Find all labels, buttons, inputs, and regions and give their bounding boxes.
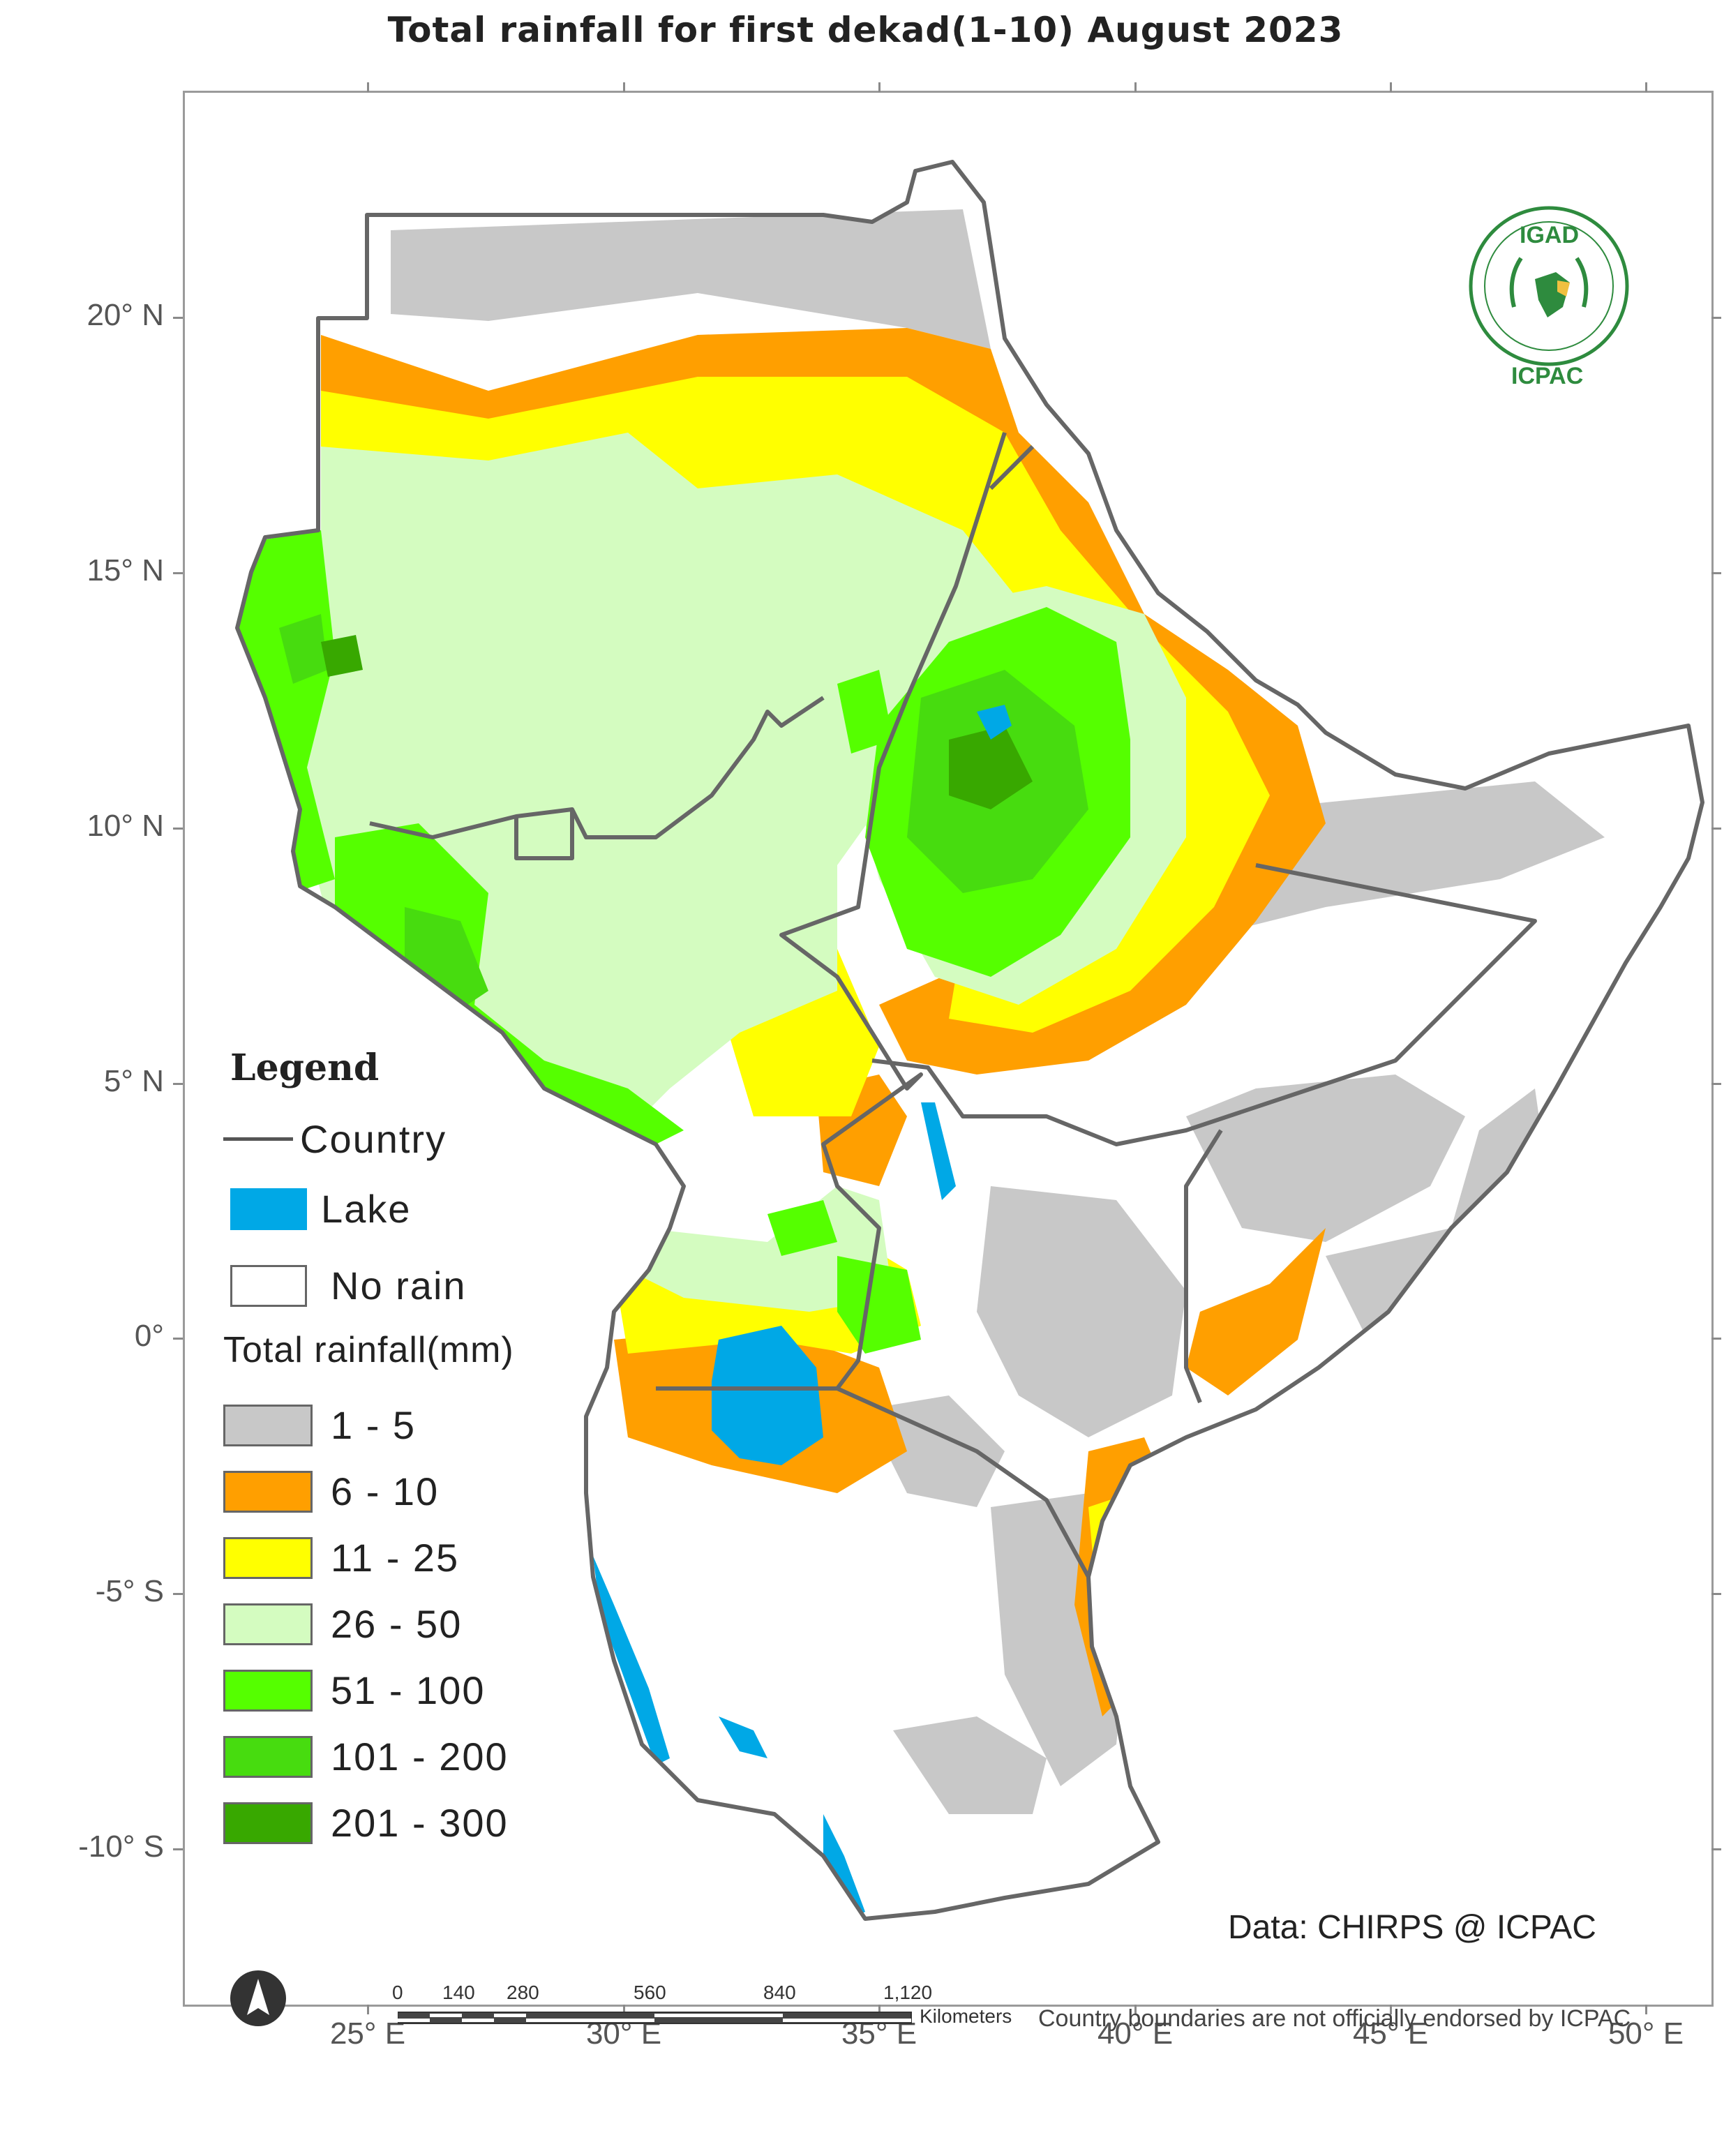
lon-label: 25° E <box>329 2016 406 2051</box>
tick <box>1645 2005 1647 2014</box>
class-swatch <box>223 1669 313 1712</box>
data-credit: Data: CHIRPS @ ICPAC <box>1228 1909 1596 1946</box>
lat-label: 0° <box>134 1319 164 1353</box>
tick <box>367 2005 369 2014</box>
lon-label: 50° E <box>1608 2016 1684 2051</box>
tick <box>1711 1593 1721 1595</box>
lat-label: 20° N <box>87 298 164 332</box>
lat-label: 5° N <box>103 1064 164 1098</box>
legend-title: Legend <box>230 1047 380 1089</box>
class-swatch <box>223 1735 313 1778</box>
tick <box>1134 2005 1137 2014</box>
class-swatch <box>223 1404 313 1446</box>
legend-country: Country <box>223 1116 447 1162</box>
class-label: 51 - 100 <box>331 1668 486 1712</box>
scale-unit: Kilometers <box>920 2005 1012 2027</box>
class-label: 26 - 50 <box>331 1602 463 1646</box>
rainfall-legend-title: Total rainfall(mm) <box>223 1330 514 1370</box>
tick <box>173 828 183 830</box>
tick <box>1711 1083 1721 1085</box>
legend-no-rain-label: No rain <box>331 1264 467 1308</box>
lake-swatch <box>230 1188 307 1230</box>
tick <box>623 82 625 92</box>
lat-label: -5° S <box>95 1574 164 1608</box>
class-label: 1 - 5 <box>331 1403 417 1447</box>
tick <box>1711 1848 1721 1850</box>
tick <box>367 82 369 92</box>
lon-label: 45° E <box>1352 2016 1429 2051</box>
legend-class: 11 - 25 <box>223 1535 459 1580</box>
legend-class: 101 - 200 <box>223 1734 509 1779</box>
tick <box>1711 317 1721 319</box>
logo-bottom-text: ICPAC <box>1511 363 1584 389</box>
legend-class: 1 - 5 <box>223 1402 416 1448</box>
lat-label: -10° S <box>78 1829 164 1864</box>
tick <box>878 2005 881 2014</box>
legend-no-rain: No rain <box>230 1263 467 1308</box>
class-swatch <box>223 1603 313 1645</box>
class-swatch <box>223 1470 313 1513</box>
scale-tick: 280 <box>507 1982 539 2003</box>
legend-class: 6 - 10 <box>223 1469 439 1514</box>
tick <box>173 572 183 574</box>
north-arrow-icon <box>230 1970 286 2026</box>
tick <box>173 1848 183 1850</box>
igad-logo-icon <box>1469 206 1629 366</box>
class-swatch <box>223 1536 313 1579</box>
tick <box>1390 2005 1392 2014</box>
tick <box>878 82 881 92</box>
class-label: 101 - 200 <box>331 1735 509 1779</box>
class-swatch <box>223 1802 313 1844</box>
class-label: 201 - 300 <box>331 1801 509 1845</box>
scale-tick: 560 <box>634 1982 666 2003</box>
tick <box>173 1338 183 1340</box>
map-title: Total rainfall for first dekad(1-10) Aug… <box>387 10 1344 50</box>
scale-tick: 840 <box>763 1982 796 2003</box>
boundary-disclaimer: Country boundaries are not officially en… <box>1038 2005 1631 2032</box>
country-line-icon <box>223 1137 293 1141</box>
logo-top-text: IGAD <box>1520 222 1579 248</box>
tick <box>1390 82 1392 92</box>
tick <box>173 1083 183 1085</box>
tick <box>1134 82 1137 92</box>
tick <box>623 2005 625 2014</box>
scale-tick: 0 <box>392 1982 403 2003</box>
legend-class: 201 - 300 <box>223 1800 509 1846</box>
lat-label: 15° N <box>87 553 164 587</box>
class-label: 6 - 10 <box>331 1469 440 1513</box>
tick <box>1711 1338 1721 1340</box>
tick <box>173 1593 183 1595</box>
tick <box>173 317 183 319</box>
tick <box>1711 572 1721 574</box>
legend-class: 26 - 50 <box>223 1601 462 1647</box>
tick <box>1711 828 1721 830</box>
lat-label: 10° N <box>87 809 164 843</box>
scale-bar <box>398 2012 912 2024</box>
no-rain-swatch <box>230 1264 307 1307</box>
tick <box>1645 82 1647 92</box>
class-label: 11 - 25 <box>331 1536 460 1580</box>
legend-class: 51 - 100 <box>223 1668 486 1713</box>
scale-tick: 1,120 <box>883 1982 933 2003</box>
scale-tick: 140 <box>442 1982 475 2003</box>
lon-label: 40° E <box>1097 2016 1174 2051</box>
legend-lake-label: Lake <box>321 1187 412 1231</box>
legend-country-label: Country <box>300 1117 447 1161</box>
legend-lake: Lake <box>230 1186 411 1232</box>
